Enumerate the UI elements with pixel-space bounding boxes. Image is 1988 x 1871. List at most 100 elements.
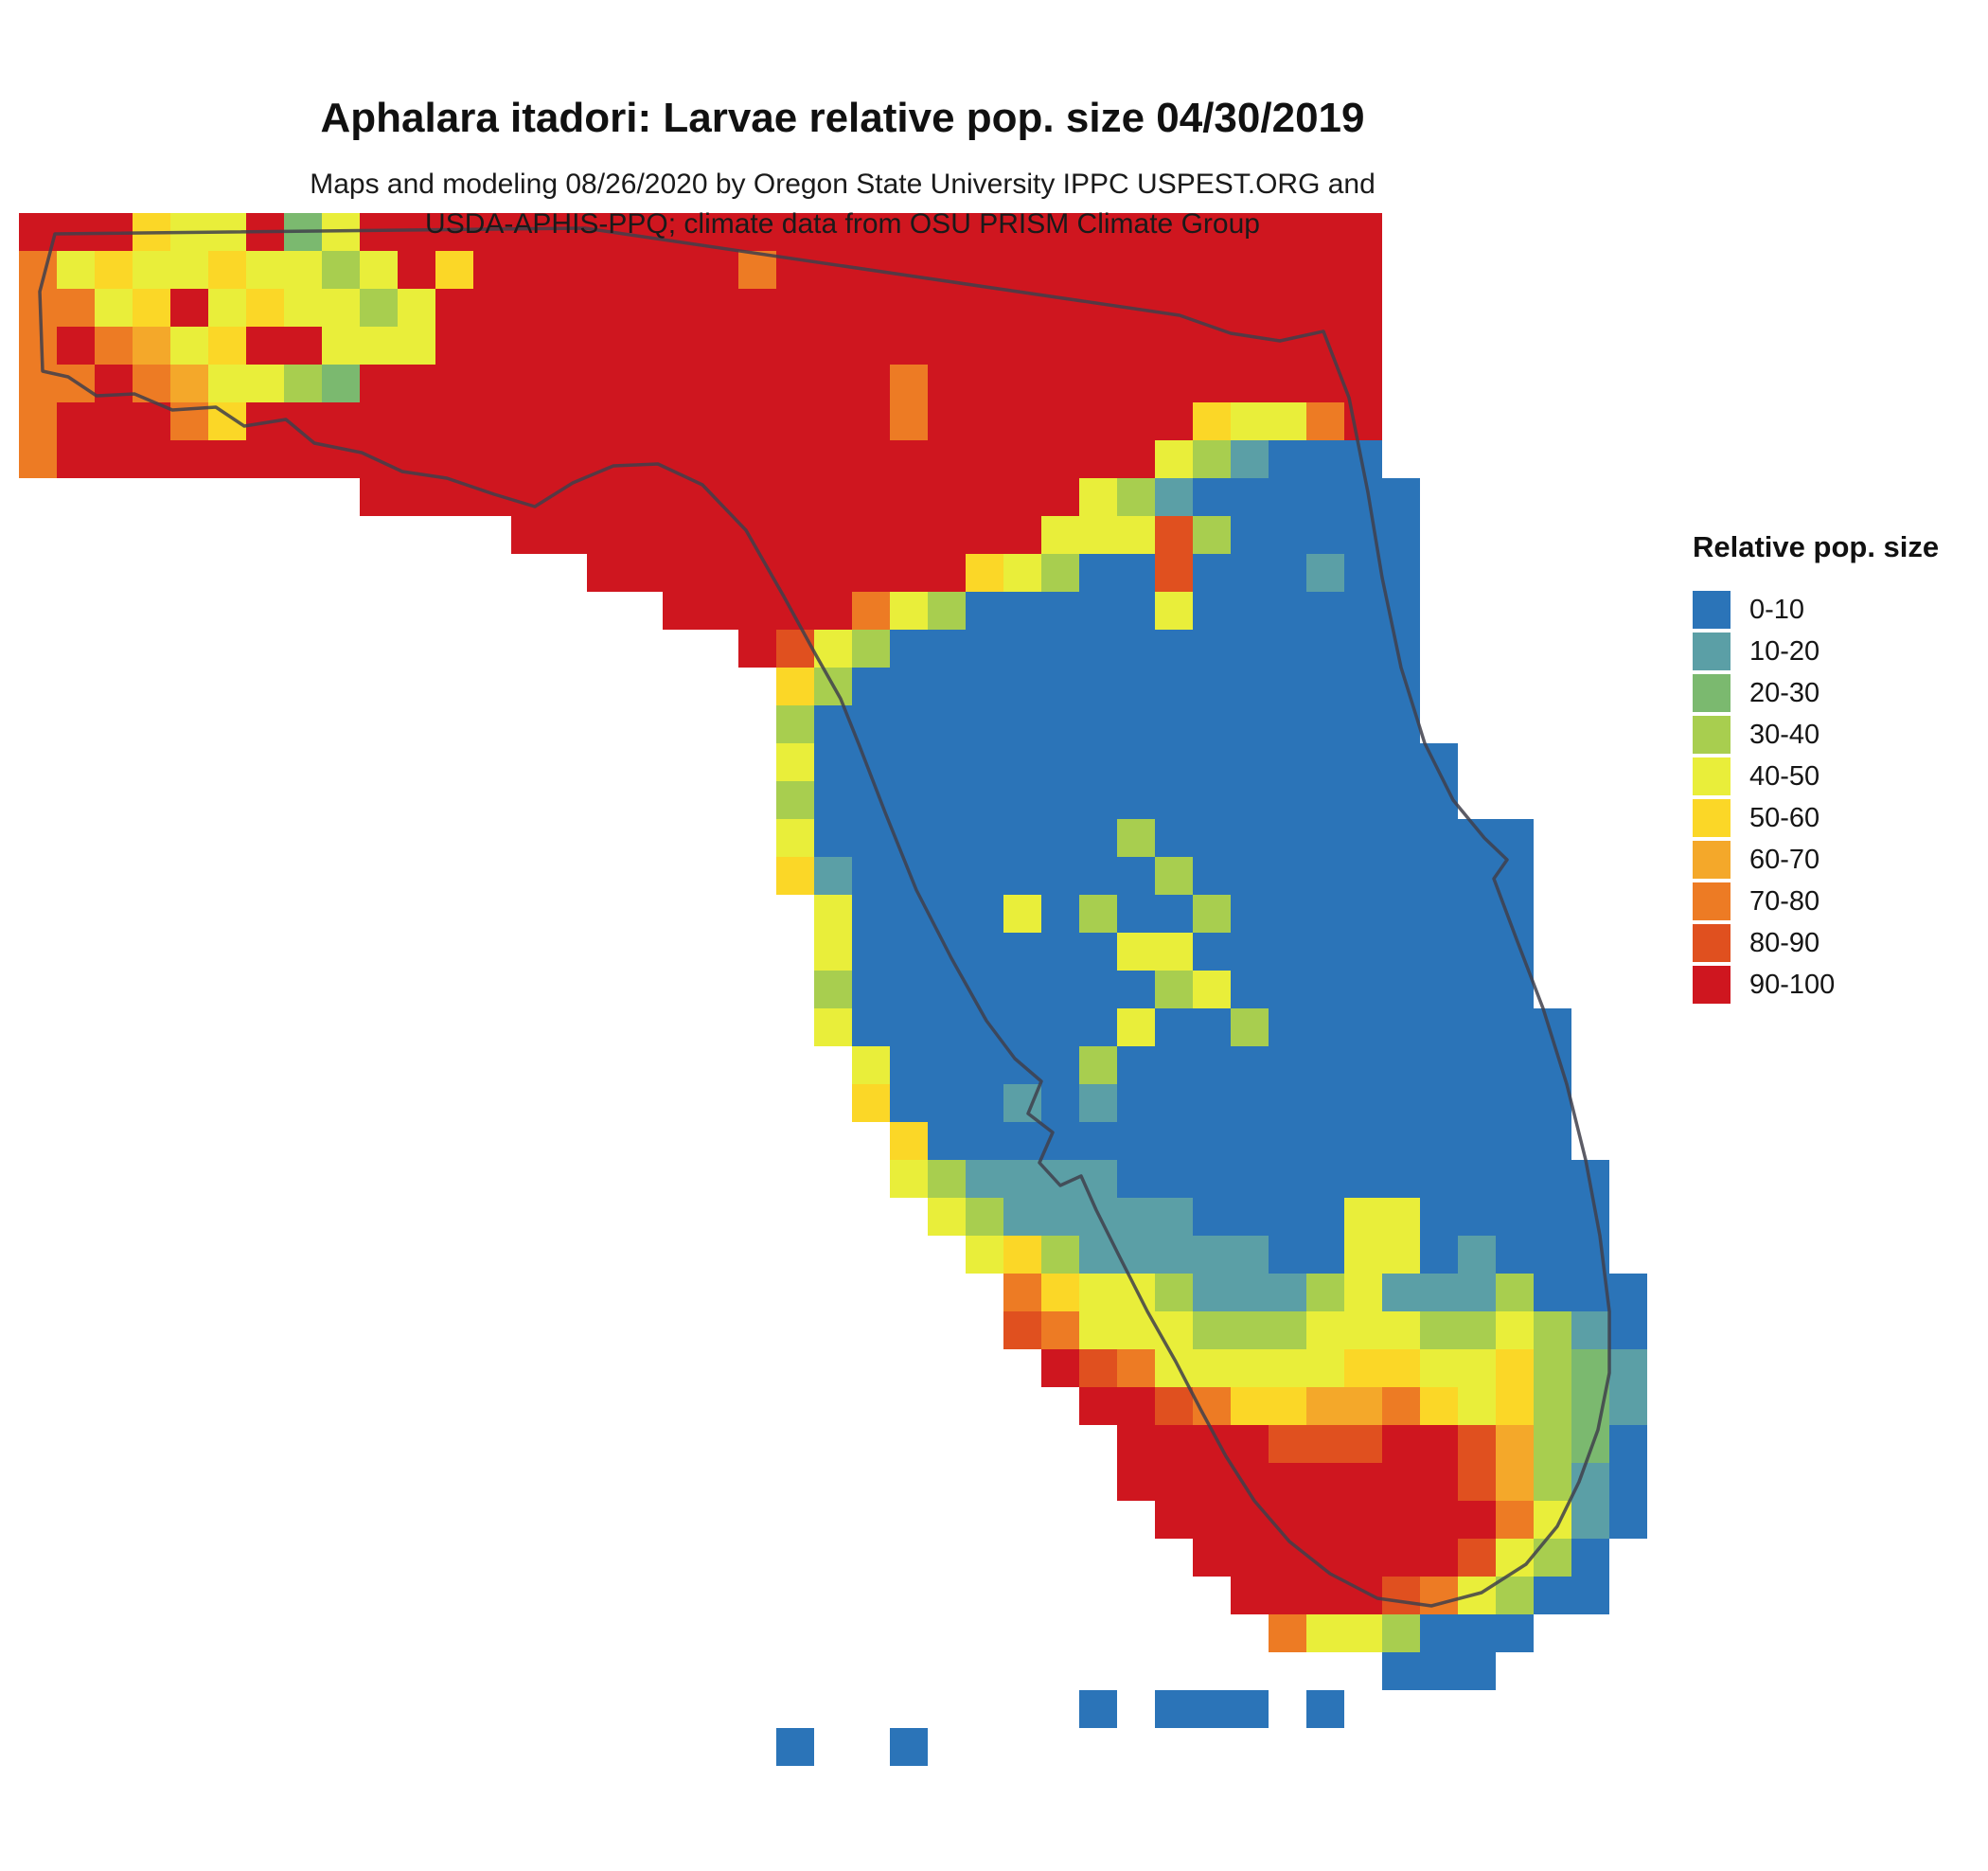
raster-cell bbox=[1117, 895, 1155, 933]
raster-cell bbox=[208, 289, 246, 327]
raster-cell bbox=[1458, 1236, 1496, 1274]
raster-cell bbox=[1041, 630, 1079, 668]
raster-cell bbox=[663, 289, 701, 327]
raster-cell bbox=[1269, 743, 1306, 781]
raster-cell bbox=[19, 251, 57, 289]
raster-cell bbox=[1269, 1198, 1306, 1236]
raster-cell bbox=[701, 402, 738, 440]
raster-cell bbox=[1193, 1463, 1231, 1501]
raster-cell bbox=[625, 402, 663, 440]
raster-cell bbox=[1117, 1084, 1155, 1122]
raster-cell bbox=[1496, 1236, 1534, 1274]
legend-row: 10-20 bbox=[1693, 631, 1939, 672]
raster-cell bbox=[1269, 1614, 1306, 1652]
raster-cell bbox=[1003, 1236, 1041, 1274]
raster-cell bbox=[1269, 1274, 1306, 1311]
raster-cell bbox=[852, 819, 890, 857]
raster-cell bbox=[1609, 1501, 1647, 1539]
raster-cell bbox=[473, 327, 511, 365]
raster-cell bbox=[1155, 743, 1193, 781]
raster-cell bbox=[1155, 705, 1193, 743]
raster-cell bbox=[170, 440, 208, 478]
raster-cell bbox=[322, 251, 360, 289]
raster-cell bbox=[966, 895, 1003, 933]
raster-cell bbox=[852, 971, 890, 1008]
raster-cell bbox=[890, 1046, 928, 1084]
raster-cell bbox=[1041, 554, 1079, 592]
raster-cell bbox=[1382, 1577, 1420, 1614]
raster-cell bbox=[663, 327, 701, 365]
raster-cell bbox=[1193, 781, 1231, 819]
raster-cell bbox=[1382, 1160, 1420, 1198]
raster-cell bbox=[1534, 1160, 1571, 1198]
raster-cell bbox=[1269, 251, 1306, 289]
raster-cell bbox=[1117, 478, 1155, 516]
raster-cell bbox=[1193, 933, 1231, 971]
raster-cell bbox=[1306, 1577, 1344, 1614]
legend-label: 20-30 bbox=[1749, 677, 1820, 708]
raster-cell bbox=[928, 1084, 966, 1122]
raster-cell bbox=[814, 440, 852, 478]
raster-cell bbox=[625, 478, 663, 516]
raster-cell bbox=[57, 327, 95, 365]
raster-cell bbox=[1269, 213, 1306, 251]
legend-label: 10-20 bbox=[1749, 635, 1820, 667]
raster-cell bbox=[890, 289, 928, 327]
raster-cell bbox=[966, 1046, 1003, 1084]
raster-cell bbox=[587, 478, 625, 516]
raster-cell bbox=[1344, 365, 1382, 402]
raster-cell bbox=[966, 554, 1003, 592]
raster-cell bbox=[1155, 554, 1193, 592]
raster-cell bbox=[1231, 895, 1269, 933]
raster-cell bbox=[852, 327, 890, 365]
raster-cell bbox=[1193, 895, 1231, 933]
raster-cell bbox=[1079, 327, 1117, 365]
raster-cell bbox=[890, 365, 928, 402]
raster-cell bbox=[1420, 1463, 1458, 1501]
raster-cell bbox=[1458, 1614, 1496, 1652]
raster-cell bbox=[1534, 1463, 1571, 1501]
raster-cell bbox=[1193, 1274, 1231, 1311]
raster-cell bbox=[1420, 1387, 1458, 1425]
raster-cell bbox=[322, 365, 360, 402]
raster-cell bbox=[1117, 365, 1155, 402]
raster-cell bbox=[966, 1160, 1003, 1198]
raster-cell bbox=[1041, 819, 1079, 857]
raster-cell bbox=[1269, 554, 1306, 592]
raster-cell bbox=[1382, 933, 1420, 971]
map-subtitle-line1: Maps and modeling 08/26/2020 by Oregon S… bbox=[310, 169, 1376, 200]
raster-cell bbox=[1382, 1311, 1420, 1349]
raster-cell bbox=[1079, 705, 1117, 743]
raster-cell bbox=[1496, 1274, 1534, 1311]
raster-cell bbox=[1117, 1349, 1155, 1387]
raster-cell bbox=[890, 554, 928, 592]
raster-cell bbox=[1344, 1160, 1382, 1198]
raster-cell bbox=[966, 819, 1003, 857]
raster-cell bbox=[1269, 971, 1306, 1008]
raster-cell bbox=[1117, 440, 1155, 478]
raster-cell bbox=[1003, 516, 1041, 554]
raster-cell bbox=[1155, 933, 1193, 971]
raster-cell bbox=[1117, 1160, 1155, 1198]
raster-cell bbox=[625, 365, 663, 402]
raster-cell bbox=[473, 213, 511, 251]
raster-cell bbox=[890, 1728, 928, 1766]
raster-cell bbox=[890, 1160, 928, 1198]
raster-cell bbox=[1231, 327, 1269, 365]
raster-cell bbox=[435, 289, 473, 327]
raster-cell bbox=[814, 895, 852, 933]
raster-cell bbox=[57, 251, 95, 289]
raster-cell bbox=[928, 1198, 966, 1236]
raster-cell bbox=[890, 516, 928, 554]
raster-cell bbox=[776, 781, 814, 819]
raster-cell bbox=[1003, 1160, 1041, 1198]
raster-cell bbox=[1041, 402, 1079, 440]
raster-cell bbox=[966, 213, 1003, 251]
raster-cell bbox=[511, 516, 549, 554]
raster-cell bbox=[738, 440, 776, 478]
raster-cell bbox=[1079, 743, 1117, 781]
raster-cell bbox=[1344, 327, 1382, 365]
raster-cell bbox=[890, 478, 928, 516]
raster-cell bbox=[1269, 781, 1306, 819]
raster-cell bbox=[1458, 1387, 1496, 1425]
